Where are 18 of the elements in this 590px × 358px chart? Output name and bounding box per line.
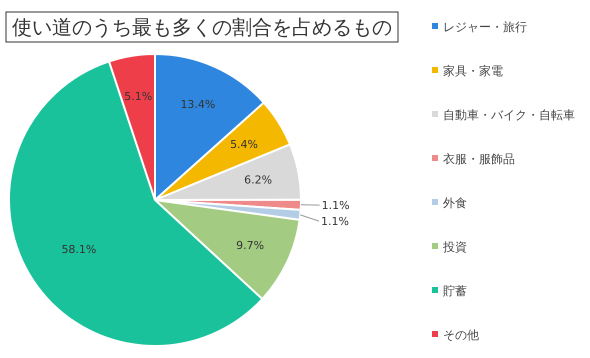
data-label: 13.4% <box>180 98 216 112</box>
legend-label: レジャー・旅行 <box>443 20 527 34</box>
data-label: 6.2% <box>244 174 272 187</box>
data-label: 5.1% <box>124 90 152 104</box>
data-label: 9.7% <box>236 238 264 252</box>
chart-title: 使い道のうち最も多くの割合を占めるもの <box>12 15 392 39</box>
data-label: 1.1% <box>322 199 350 212</box>
title: 使い道のうち最も多くの割合を占めるもの <box>6 12 398 42</box>
legend-label: 外食 <box>443 196 467 210</box>
legend-label: 投資 <box>442 240 467 254</box>
data-label: 58.1% <box>61 243 96 256</box>
legend-label: その他 <box>443 328 479 342</box>
legend-label: 自動車・バイク・自転車 <box>443 108 575 122</box>
legend-label: 貯蓄 <box>443 284 467 298</box>
legend-label: 衣服・服飾品 <box>443 152 515 166</box>
data-label: 5.4% <box>230 138 258 152</box>
data-label: 1.1% <box>320 215 349 228</box>
legend-label: 家具・家電 <box>443 64 503 78</box>
